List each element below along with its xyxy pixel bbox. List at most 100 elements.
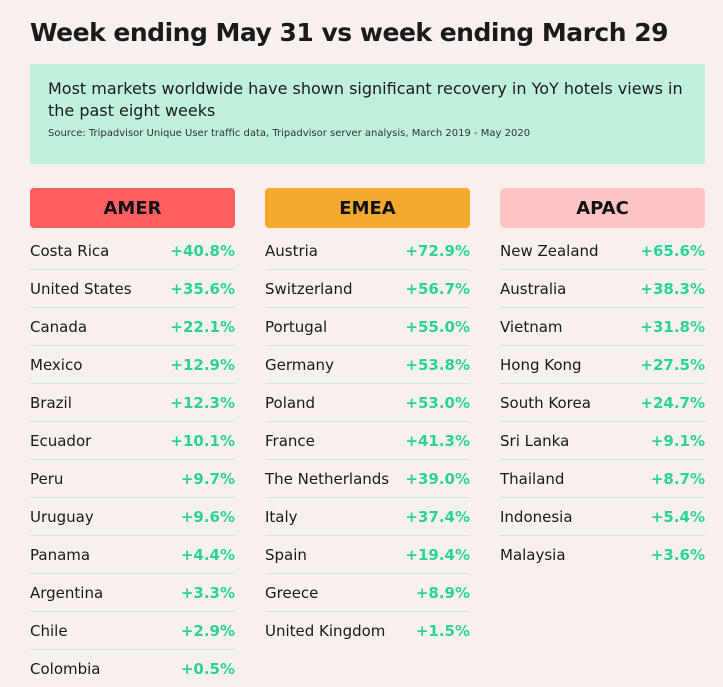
country-label: Uruguay xyxy=(30,507,94,526)
table-row: Panama +4.4% xyxy=(30,536,235,574)
change-value: +38.3% xyxy=(640,279,705,298)
change-value: +40.8% xyxy=(170,241,235,260)
table-row: Switzerland +56.7% xyxy=(265,270,470,308)
table-row: Indonesia +5.4% xyxy=(500,498,705,536)
change-value: +9.6% xyxy=(180,507,235,526)
region-column-apac: APAC New Zealand +65.6% Australia +38.3% Vie… xyxy=(500,188,705,573)
table-row: Chile +2.9% xyxy=(30,612,235,650)
change-value: +56.7% xyxy=(405,279,470,298)
change-value: +4.4% xyxy=(180,545,235,564)
table-row: United Kingdom +1.5% xyxy=(265,612,470,649)
table-row: United States +35.6% xyxy=(30,270,235,308)
table-row: Italy +37.4% xyxy=(265,498,470,536)
country-label: Mexico xyxy=(30,355,83,374)
table-row: Argentina +3.3% xyxy=(30,574,235,612)
table-row: New Zealand +65.6% xyxy=(500,232,705,270)
country-label: Peru xyxy=(30,469,64,488)
change-value: +41.3% xyxy=(405,431,470,450)
country-label: New Zealand xyxy=(500,241,599,260)
country-label: Spain xyxy=(265,545,307,564)
banner-source: Source: Tripadvisor Unique User traffic … xyxy=(48,128,531,139)
change-value: +12.3% xyxy=(170,393,235,412)
table-row: Greece +8.9% xyxy=(265,574,470,612)
country-label: Italy xyxy=(265,507,298,526)
change-value: +53.8% xyxy=(405,355,470,374)
change-value: +24.7% xyxy=(640,393,705,412)
table-row: Portugal +55.0% xyxy=(265,308,470,346)
table-row: France +41.3% xyxy=(265,422,470,460)
change-value: +39.0% xyxy=(405,469,470,488)
country-label: Portugal xyxy=(265,317,328,336)
change-value: +37.4% xyxy=(405,507,470,526)
country-label: United States xyxy=(30,279,132,298)
table-row: The Netherlands +39.0% xyxy=(265,460,470,498)
change-value: +1.5% xyxy=(415,621,470,640)
change-value: +9.7% xyxy=(180,469,235,488)
table-row: Austria +72.9% xyxy=(265,232,470,270)
country-label: United Kingdom xyxy=(265,621,386,640)
region-header-apac: APAC xyxy=(500,188,705,228)
change-value: +31.8% xyxy=(640,317,705,336)
country-label: Colombia xyxy=(30,659,101,678)
change-value: +27.5% xyxy=(640,355,705,374)
country-label: The Netherlands xyxy=(265,469,390,488)
table-row: Malaysia +3.6% xyxy=(500,536,705,573)
country-label: Costa Rica xyxy=(30,241,110,260)
change-value: +8.7% xyxy=(650,469,705,488)
change-value: +3.6% xyxy=(650,545,705,564)
summary-banner: Most markets worldwide have shown signif… xyxy=(30,64,705,164)
table-row: Spain +19.4% xyxy=(265,536,470,574)
table-row: Australia +38.3% xyxy=(500,270,705,308)
country-label: Switzerland xyxy=(265,279,353,298)
country-label: Sri Lanka xyxy=(500,431,570,450)
table-row: Canada +22.1% xyxy=(30,308,235,346)
country-label: France xyxy=(265,431,315,450)
country-label: Germany xyxy=(265,355,334,374)
country-label: South Korea xyxy=(500,393,591,412)
table-row: Thailand +8.7% xyxy=(500,460,705,498)
country-label: Chile xyxy=(30,621,68,640)
change-value: +2.9% xyxy=(180,621,235,640)
country-label: Vietnam xyxy=(500,317,563,336)
change-value: +55.0% xyxy=(405,317,470,336)
country-label: Austria xyxy=(265,241,318,260)
country-label: Brazil xyxy=(30,393,72,412)
change-value: +72.9% xyxy=(405,241,470,260)
table-row: South Korea +24.7% xyxy=(500,384,705,422)
table-row: Brazil +12.3% xyxy=(30,384,235,422)
country-label: Hong Kong xyxy=(500,355,582,374)
country-label: Ecuador xyxy=(30,431,92,450)
table-row: Ecuador +10.1% xyxy=(30,422,235,460)
region-column-emea: EMEA Austria +72.9% Switzerland +56.7% Portu… xyxy=(265,188,470,649)
table-row: Poland +53.0% xyxy=(265,384,470,422)
table-row: Germany +53.8% xyxy=(265,346,470,384)
change-value: +3.3% xyxy=(180,583,235,602)
change-value: +10.1% xyxy=(170,431,235,450)
country-label: Indonesia xyxy=(500,507,573,526)
country-label: Thailand xyxy=(500,469,565,488)
country-label: Argentina xyxy=(30,583,104,602)
change-value: +0.5% xyxy=(180,659,235,678)
change-value: +53.0% xyxy=(405,393,470,412)
table-row: Costa Rica +40.8% xyxy=(30,232,235,270)
region-header-amer: AMER xyxy=(30,188,235,228)
country-label: Poland xyxy=(265,393,316,412)
country-label: Greece xyxy=(265,583,319,602)
table-row: Uruguay +9.6% xyxy=(30,498,235,536)
table-row: Vietnam +31.8% xyxy=(500,308,705,346)
page-title: Week ending May 31 vs week ending March … xyxy=(30,18,669,47)
table-row: Colombia +0.5% xyxy=(30,650,235,687)
country-label: Australia xyxy=(500,279,567,298)
change-value: +9.1% xyxy=(650,431,705,450)
change-value: +8.9% xyxy=(415,583,470,602)
change-value: +35.6% xyxy=(170,279,235,298)
table-row: Mexico +12.9% xyxy=(30,346,235,384)
table-row: Sri Lanka +9.1% xyxy=(500,422,705,460)
change-value: +65.6% xyxy=(640,241,705,260)
change-value: +22.1% xyxy=(170,317,235,336)
table-row: Hong Kong +27.5% xyxy=(500,346,705,384)
region-header-emea: EMEA xyxy=(265,188,470,228)
country-label: Malaysia xyxy=(500,545,566,564)
region-column-amer: AMER Costa Rica +40.8% United States +35.6%… xyxy=(30,188,235,687)
country-label: Panama xyxy=(30,545,91,564)
